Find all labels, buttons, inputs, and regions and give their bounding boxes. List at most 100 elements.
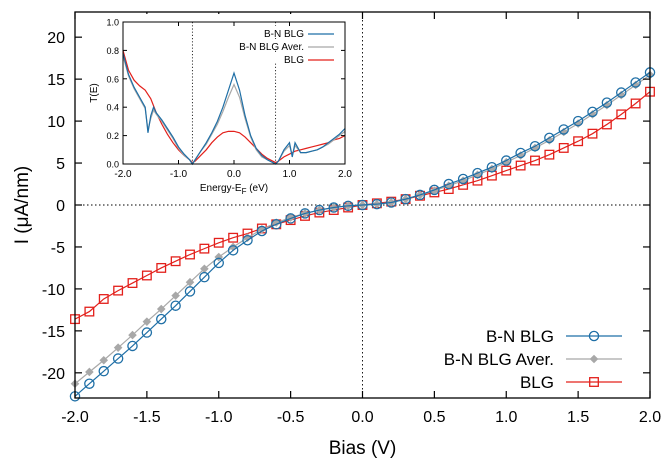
x-tick-label: 2.0	[639, 409, 661, 426]
x-tick-label: -0.5	[277, 409, 305, 426]
data-point	[155, 313, 167, 325]
data-point	[270, 219, 282, 230]
data-point	[486, 161, 498, 173]
data-point	[170, 300, 181, 311]
data-point	[127, 278, 138, 288]
data-point	[286, 213, 295, 222]
inset-x-tick-label: 0.0	[227, 169, 241, 180]
inset-y-tick-label: 0.2	[106, 131, 119, 141]
data-point	[199, 271, 210, 283]
x-axis-label: Bias (V)	[329, 438, 397, 459]
data-point	[572, 115, 584, 127]
legend-entry: B-N BLG Aver.	[444, 350, 622, 369]
data-point	[473, 170, 482, 180]
data-point	[156, 262, 167, 273]
data-point	[444, 181, 454, 190]
data-point	[185, 277, 195, 287]
inset-y-tick-label: 0.4	[106, 103, 119, 113]
data-point	[545, 136, 554, 145]
data-point	[530, 143, 540, 153]
data-point	[573, 136, 584, 147]
data-point	[171, 291, 180, 300]
inset-x-axis-label-unit: (eV)	[246, 183, 268, 194]
data-point	[85, 367, 94, 377]
data-point	[285, 213, 296, 224]
data-point	[342, 200, 354, 212]
y-tick-label: 0	[56, 198, 65, 215]
inset-reference-lines	[191, 22, 277, 164]
legend-label: B-N BLG Aver.	[444, 350, 554, 369]
inset-legend: B-N BLG B-N BLG Aver. BLG	[228, 26, 338, 66]
y-tick-label: -5	[51, 240, 65, 257]
y-tick-label: 5	[56, 156, 65, 173]
legend-marker	[588, 330, 600, 342]
x-tick-label: 1.5	[567, 409, 589, 426]
y-tick-label: -10	[42, 282, 65, 299]
inset-series-line-b-n-blg	[122, 53, 346, 166]
series-line	[74, 71, 651, 397]
data-point	[616, 90, 626, 100]
data-point	[357, 199, 368, 211]
data-point	[142, 317, 152, 326]
inset-legend-backing	[228, 52, 338, 63]
data-point	[602, 100, 612, 110]
x-tick-label: 0.0	[351, 409, 373, 426]
data-point	[98, 294, 109, 304]
data-point	[630, 98, 641, 109]
data-point	[616, 109, 627, 120]
data-point	[184, 286, 196, 297]
inset-y-tick-label: 0.8	[106, 46, 119, 56]
y-tick-label: 20	[47, 30, 65, 47]
inset-y-tick-label: 0.6	[106, 74, 119, 84]
inset-x-tick-label: 1.0	[283, 169, 297, 180]
y-tick-label: -15	[42, 324, 65, 341]
data-point	[228, 232, 239, 243]
data-point	[516, 151, 525, 160]
legend-marker	[589, 354, 599, 364]
data-point	[530, 155, 540, 166]
data-point	[141, 270, 152, 281]
inset-legend-label: B-N BLG	[264, 29, 304, 40]
data-point	[588, 110, 597, 119]
inset-legend-backing	[228, 26, 338, 37]
inset-legend-label: BLG	[284, 55, 304, 66]
data-point	[314, 204, 325, 216]
data-point	[112, 353, 124, 364]
data-point	[256, 225, 268, 237]
y-axis-label: I (μA/nm)	[12, 166, 33, 245]
data-point	[601, 97, 613, 108]
data-point	[429, 184, 440, 196]
inset-legend-backing	[228, 39, 338, 50]
y-tick-label: -20	[42, 366, 65, 383]
data-point	[500, 155, 512, 166]
data-point	[443, 178, 454, 190]
y-tick-label: 10	[47, 114, 65, 131]
data-point	[616, 87, 627, 98]
inset-transmission-chart: -2.0 -1.0 0.0 1.0 2.0 0.0 0.2 0.4 0.6 0.8 1.0 Ene…	[89, 14, 355, 196]
inset-legend-entry: B-N BLG	[228, 26, 338, 40]
inset-x-axis-ticks: -2.0 -1.0 0.0 1.0 2.0	[114, 22, 352, 180]
y-tick-label: 15	[47, 72, 65, 89]
legend-label: BLG	[520, 373, 554, 392]
data-point	[113, 343, 123, 352]
x-tick-label: 1.0	[495, 409, 517, 426]
data-point	[457, 173, 469, 185]
inset-legend-entry: B-N BLG Aver.	[228, 39, 338, 53]
data-point	[385, 197, 397, 208]
x-tick-label: -1.0	[205, 409, 233, 426]
data-point	[587, 128, 598, 139]
data-point	[141, 327, 153, 338]
inset-x-axis-label-main: Energy-E	[200, 183, 242, 194]
inset-y-axis-ticks: 0.0 0.2 0.4 0.6 0.8 1.0	[106, 18, 345, 170]
data-point	[128, 330, 137, 340]
inset-legend-label: B-N BLG Aver.	[239, 42, 304, 53]
data-point	[328, 202, 339, 213]
data-point	[573, 119, 583, 128]
data-point	[559, 127, 569, 137]
inset-x-axis-label: Energy-EF (eV)	[200, 183, 268, 196]
data-point	[515, 160, 526, 171]
series-b-n-blg	[69, 67, 656, 402]
legend-label: B-N BLG	[486, 327, 554, 346]
inset-series-layer	[122, 50, 346, 166]
